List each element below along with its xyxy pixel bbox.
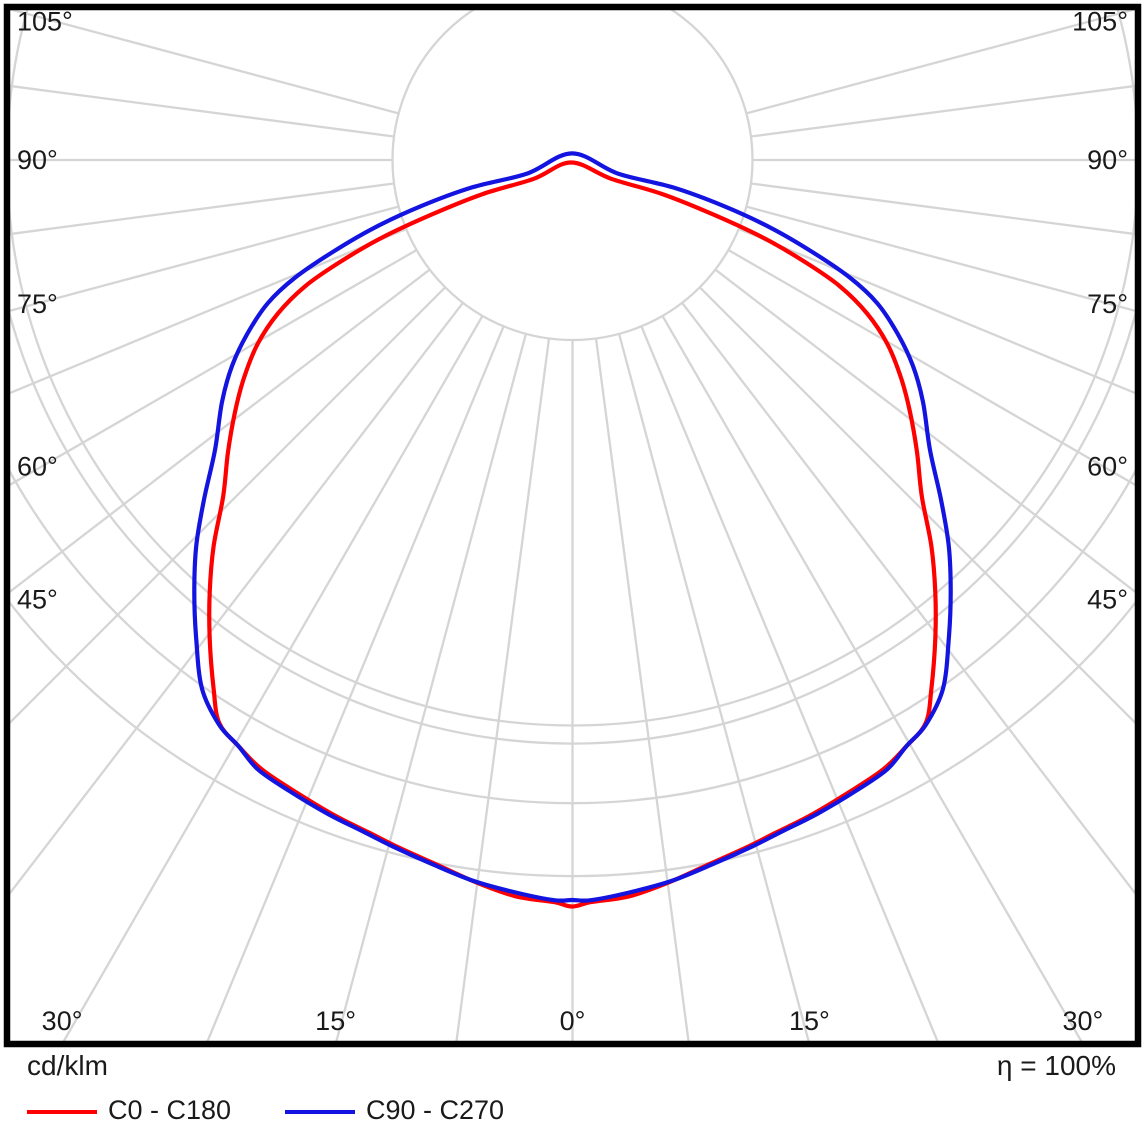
svg-text:105°: 105°: [1072, 7, 1128, 37]
svg-text:15°: 15°: [315, 1006, 356, 1036]
svg-text:30°: 30°: [42, 1006, 83, 1036]
svg-text:105°: 105°: [17, 7, 73, 37]
svg-text:90°: 90°: [1087, 145, 1128, 175]
svg-text:cd/klm: cd/klm: [27, 1050, 108, 1081]
svg-text:C90 - C270: C90 - C270: [366, 1095, 504, 1125]
svg-text:30°: 30°: [1062, 1006, 1103, 1036]
svg-text:C0 - C180: C0 - C180: [108, 1095, 231, 1125]
svg-text:90°: 90°: [17, 145, 58, 175]
svg-text:60°: 60°: [1087, 452, 1128, 482]
svg-text:45°: 45°: [1087, 584, 1128, 614]
svg-text:75°: 75°: [1087, 289, 1128, 319]
svg-text:0°: 0°: [560, 1006, 586, 1036]
svg-text:15°: 15°: [789, 1006, 830, 1036]
svg-text:45°: 45°: [17, 584, 58, 614]
svg-text:75°: 75°: [17, 289, 58, 319]
svg-text:η = 100%: η = 100%: [997, 1050, 1116, 1081]
svg-text:60°: 60°: [17, 452, 58, 482]
